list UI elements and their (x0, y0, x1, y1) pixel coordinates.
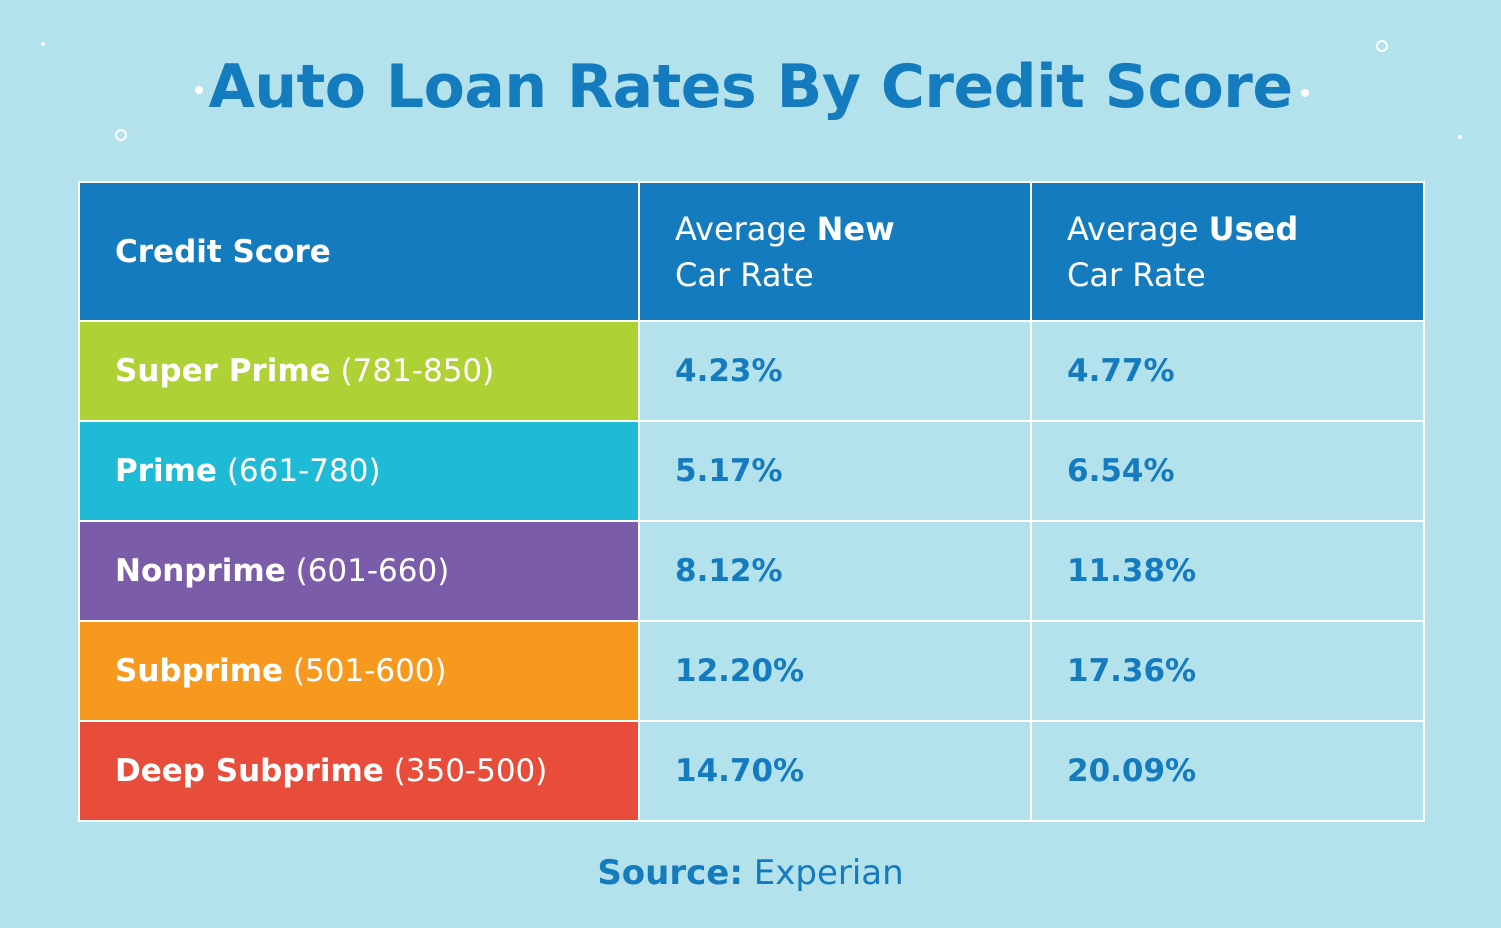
tier-name: Nonprime (115, 553, 286, 589)
table-row: Nonprime (601-660) 8.12% 11.38% (78, 520, 1425, 622)
tier-cell: Prime (661-780) (78, 420, 640, 522)
header-credit-score: Credit Score (78, 181, 640, 322)
table-header-row: Credit Score Average New Car Rate Average… (78, 181, 1425, 322)
sparkle-dot-icon (41, 42, 45, 46)
sparkle-dot-icon (1301, 89, 1309, 97)
table-row: Prime (661-780) 5.17% 6.54% (78, 420, 1425, 522)
header-used-bold: Used (1208, 209, 1299, 248)
sparkle-dot-icon (1458, 135, 1462, 139)
tier-cell: Subprime (501-600) (78, 620, 640, 722)
tier-cell: Nonprime (601-660) (78, 520, 640, 622)
new-rate-cell: 4.23% (638, 320, 1032, 422)
used-rate-cell: 6.54% (1030, 420, 1425, 522)
header-new-car-rate: Average New Car Rate (638, 181, 1032, 322)
sparkle-dot-icon (195, 86, 203, 94)
source-label: Source: (597, 853, 743, 893)
sparkle-ring-icon (1376, 40, 1388, 52)
new-rate-cell: 5.17% (638, 420, 1032, 522)
tier-range: (350-500) (393, 753, 548, 789)
rates-table: Credit Score Average New Car Rate Average… (78, 181, 1425, 822)
header-used-prefix: Average (1067, 209, 1209, 248)
new-rate-cell: 14.70% (638, 720, 1032, 822)
header-used-car-rate: Average Used Car Rate (1030, 181, 1425, 322)
new-rate-cell: 12.20% (638, 620, 1032, 722)
used-rate-cell: 20.09% (1030, 720, 1425, 822)
tier-range: (601-660) (295, 553, 450, 589)
tier-range: (501-600) (292, 653, 447, 689)
source-note: Source: Experian (0, 853, 1501, 893)
table-row: Super Prime (781-850) 4.23% 4.77% (78, 320, 1425, 422)
tier-cell: Super Prime (781-850) (78, 320, 640, 422)
table-row: Deep Subprime (350-500) 14.70% 20.09% (78, 720, 1425, 822)
used-rate-cell: 17.36% (1030, 620, 1425, 722)
sparkle-ring-icon (115, 129, 127, 141)
tier-cell: Deep Subprime (350-500) (78, 720, 640, 822)
tier-name: Deep Subprime (115, 753, 384, 789)
tier-name: Prime (115, 453, 217, 489)
table-row: Subprime (501-600) 12.20% 17.36% (78, 620, 1425, 722)
header-new-bold: New (816, 209, 895, 248)
used-rate-cell: 4.77% (1030, 320, 1425, 422)
tier-range: (661-780) (226, 453, 381, 489)
used-rate-cell: 11.38% (1030, 520, 1425, 622)
new-rate-cell: 8.12% (638, 520, 1032, 622)
header-new-prefix: Average (675, 209, 817, 248)
tier-range: (781-850) (340, 353, 495, 389)
tier-name: Subprime (115, 653, 284, 689)
tier-name: Super Prime (115, 353, 331, 389)
chart-title: Auto Loan Rates By Credit Score (208, 52, 1293, 122)
header-new-suffix: Car Rate (675, 255, 814, 294)
source-value: Experian (753, 853, 904, 893)
header-used-suffix: Car Rate (1067, 255, 1206, 294)
